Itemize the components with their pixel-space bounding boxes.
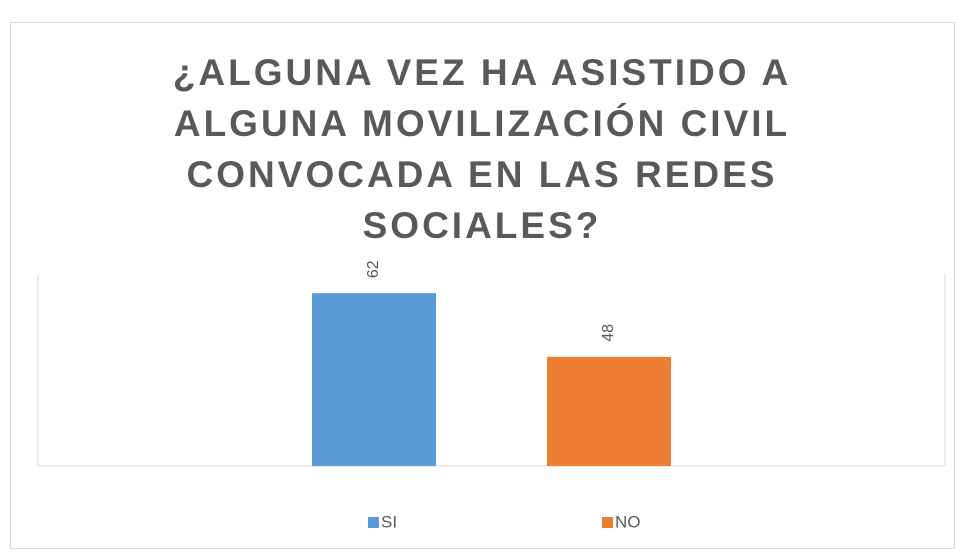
chart-title: ¿ALGUNA VEZ HA ASISTIDO A ALGUNA MOVILIZA… — [173, 52, 791, 246]
bar — [547, 356, 671, 466]
bar — [312, 293, 436, 466]
chart-border — [10, 22, 955, 549]
legend-swatch — [602, 517, 613, 528]
data-label: 62 — [365, 260, 382, 278]
legend-swatch — [368, 517, 379, 528]
legend-label: NO — [615, 512, 641, 531]
data-label: 48 — [600, 324, 617, 342]
legend-label: SI — [381, 512, 397, 531]
